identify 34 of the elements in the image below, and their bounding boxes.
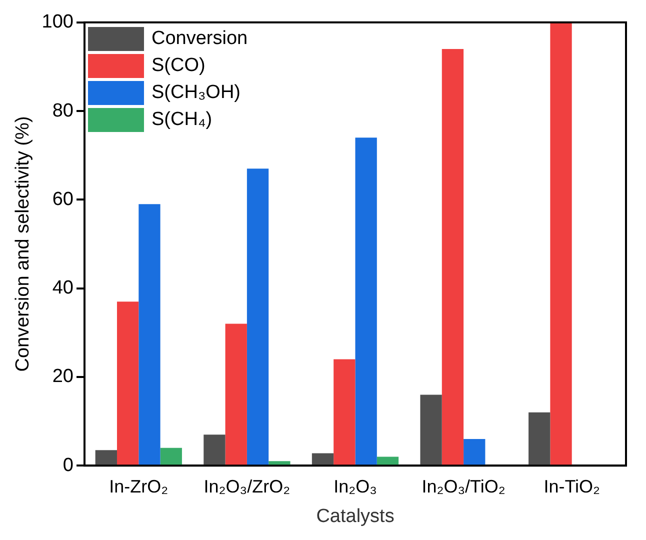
bar [355, 138, 377, 466]
x-tick-label: In-ZrO₂ [109, 476, 168, 496]
x-tick-label: In-TiO₂ [544, 476, 600, 496]
bar [138, 204, 160, 466]
bar [334, 359, 356, 466]
bar [420, 394, 442, 466]
bar [268, 461, 290, 466]
bar [528, 412, 550, 466]
bar [160, 448, 182, 466]
y-tick-label: 100 [42, 12, 74, 33]
bar [95, 450, 117, 466]
bar [225, 324, 247, 466]
bar [550, 22, 572, 466]
bar [246, 168, 269, 466]
x-tick-label: In₂O₃/TiO₂ [422, 476, 506, 496]
y-tick-label: 60 [52, 188, 74, 210]
y-tick-label: 80 [52, 100, 74, 122]
bar [442, 48, 464, 466]
bar [116, 302, 139, 466]
bar [376, 456, 399, 466]
x-tick-label: In₂O₃ [334, 476, 377, 496]
legend-label: S(CH₄) [152, 108, 212, 131]
x-axis-title: Catalysts [316, 506, 394, 527]
y-tick-label: 20 [52, 366, 74, 388]
y-axis-title: Conversion and selectivity (%) [12, 116, 34, 372]
bar [464, 439, 486, 466]
bar [204, 434, 226, 466]
y-tick-label: 40 [52, 278, 74, 299]
legend-label: S(CH₃OH) [152, 82, 241, 104]
y-tick-label: 0 [62, 454, 74, 476]
legend-label: Conversion [152, 28, 248, 50]
bar [312, 453, 334, 466]
legend-label: S(CO) [152, 54, 206, 77]
x-tick-label: In₂O₃/ZrO₂ [204, 476, 290, 496]
